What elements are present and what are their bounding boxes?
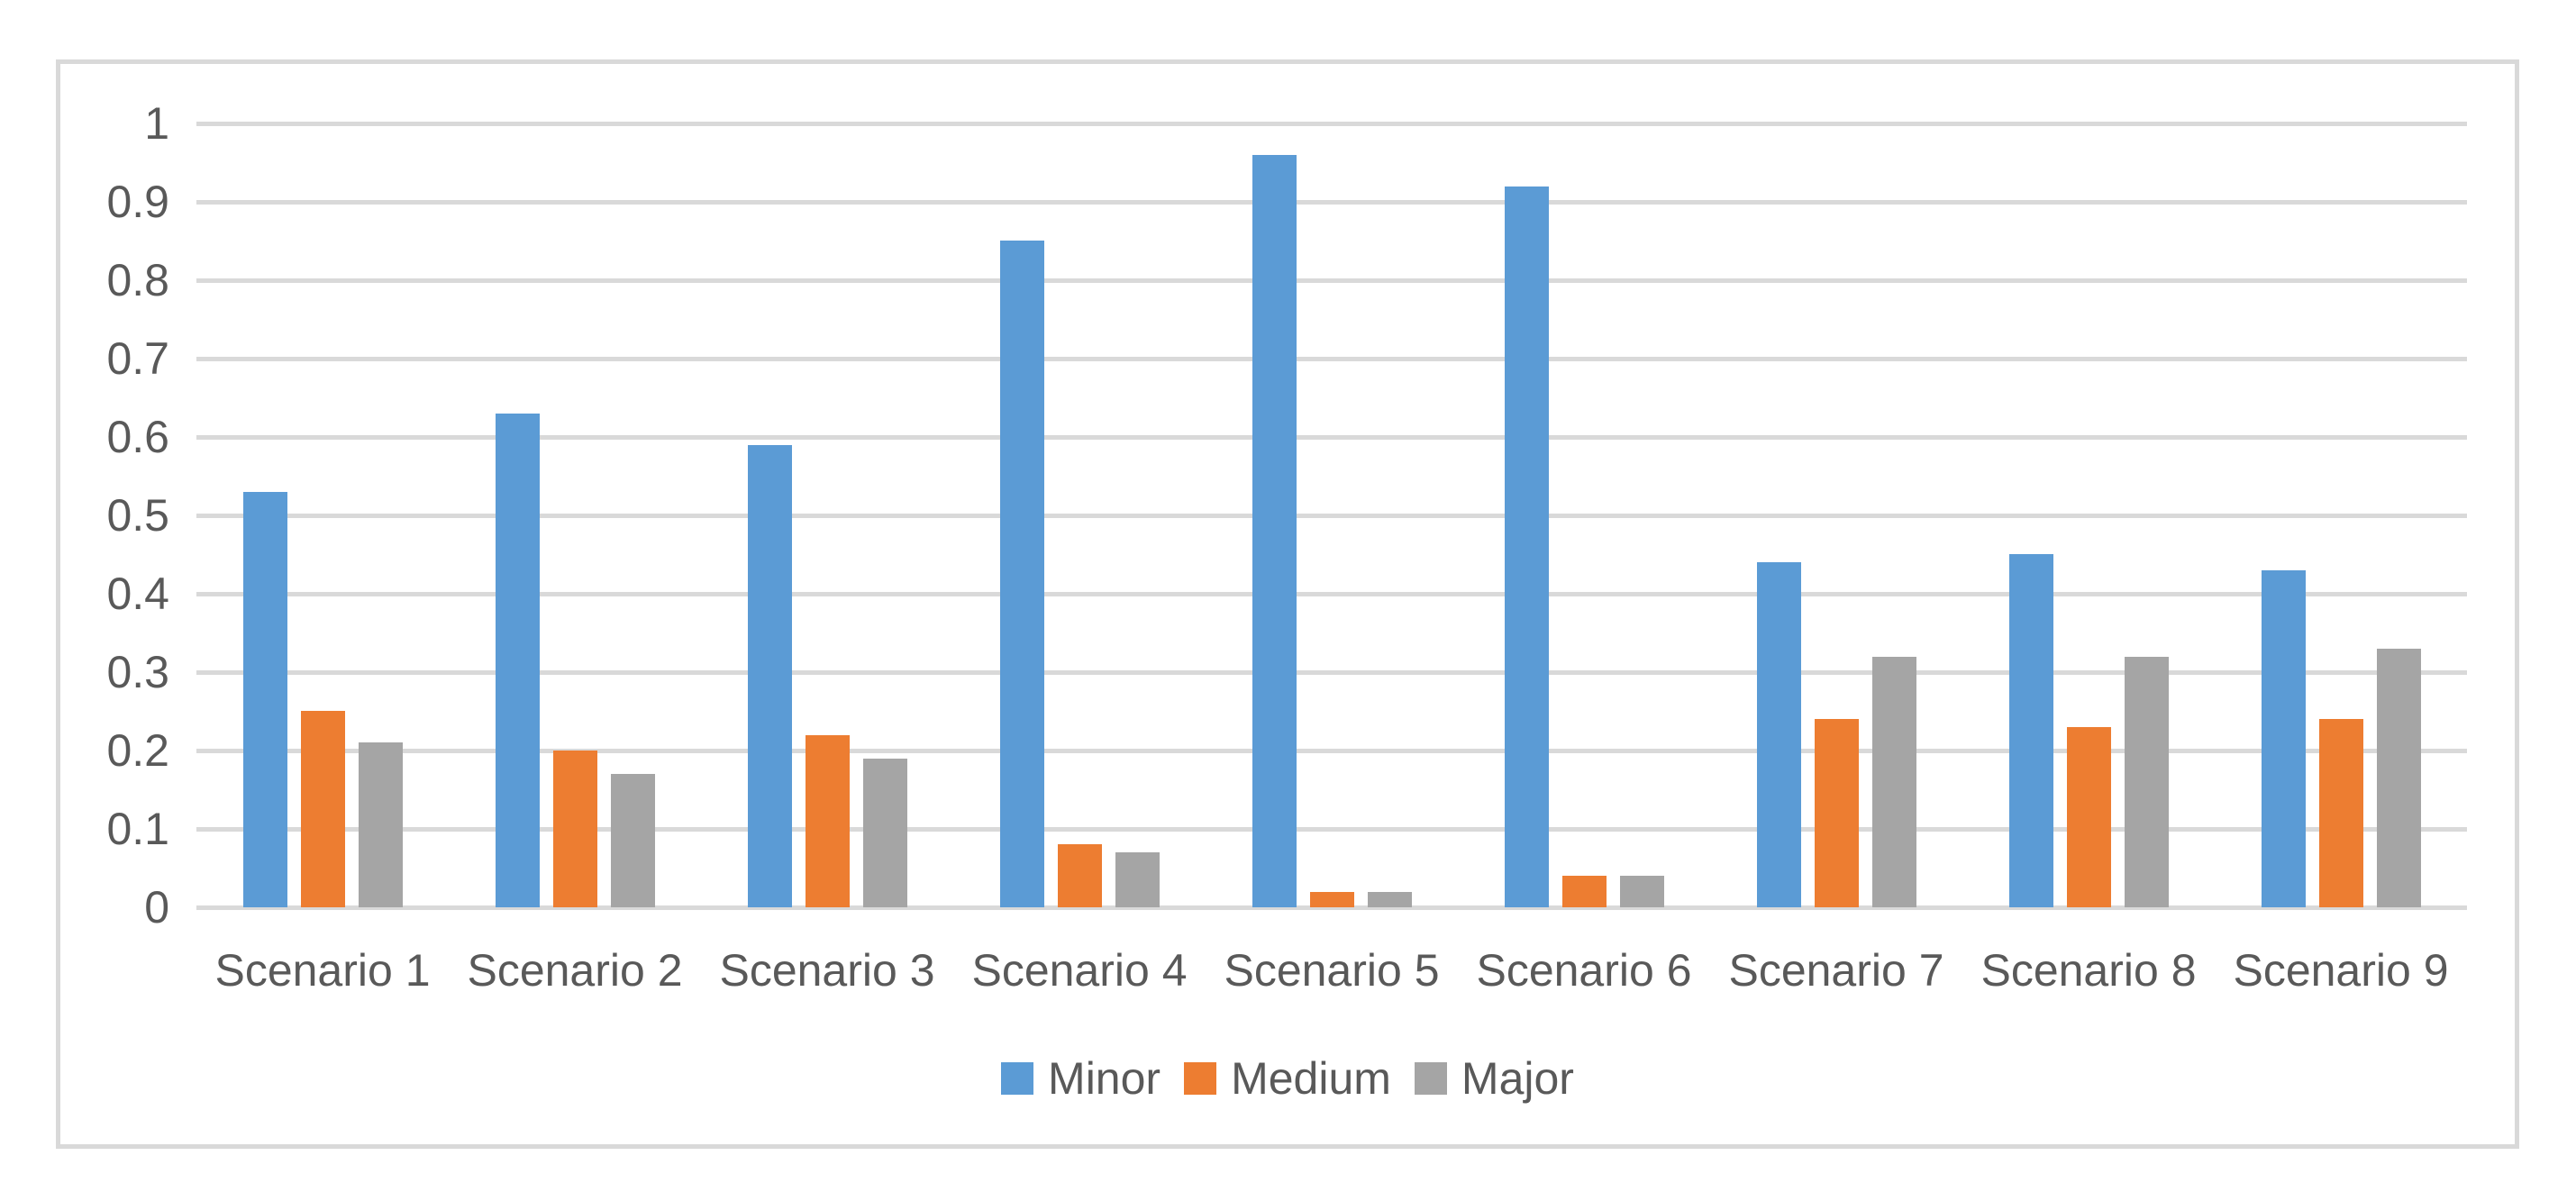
legend-label: Major [1461, 1053, 1574, 1104]
bar-major [2377, 649, 2421, 907]
x-axis-category-label: Scenario 6 [1476, 945, 1692, 996]
legend-label: Medium [1231, 1053, 1391, 1104]
bar-group [449, 123, 701, 907]
bar-medium [301, 711, 345, 907]
bar-group [953, 123, 1206, 907]
gridline [196, 826, 2467, 832]
y-axis-tick-label: 0.5 [106, 490, 169, 541]
bar-group [1206, 123, 1458, 907]
bar-group [701, 123, 953, 907]
y-axis-tick-label: 0.4 [106, 569, 169, 619]
gridline [196, 905, 2467, 910]
x-axis-category-label: Scenario 7 [1728, 945, 1944, 996]
y-axis-tick-label: 1 [144, 98, 169, 149]
bar-major [359, 742, 403, 907]
y-axis-tick-label: 0.1 [106, 804, 169, 854]
gridline [196, 356, 2467, 361]
gridline [196, 434, 2467, 440]
bar-minor [1505, 187, 1549, 907]
x-axis-category-label: Scenario 2 [467, 945, 683, 996]
x-axis-category-label: Scenario 9 [2233, 945, 2449, 996]
y-axis-labels: 0 0.1 0.2 0.3 0.4 0.5 0.6 0.7 0.8 0.9 1 [60, 64, 2515, 1144]
bar-minor [748, 445, 792, 907]
bar-group [2215, 123, 2467, 907]
bar-minor [1000, 241, 1044, 907]
bar-medium [1815, 719, 1859, 907]
legend-label: Minor [1048, 1053, 1161, 1104]
gridline [196, 199, 2467, 205]
y-axis-tick-label: 0.3 [106, 647, 169, 697]
y-axis-tick-label: 0 [144, 882, 169, 933]
legend-swatch-major [1414, 1062, 1447, 1095]
y-axis-tick-label: 0.9 [106, 177, 169, 227]
gridlines-layer [60, 64, 2515, 1144]
y-axis-tick-label: 0.7 [106, 333, 169, 384]
bar-minor [243, 492, 287, 907]
bar-group [196, 123, 449, 907]
legend-item-major: Major [1414, 1053, 1574, 1104]
bar-group [1962, 123, 2215, 907]
bar-major [2125, 657, 2169, 907]
legend-swatch-minor [1001, 1062, 1034, 1095]
bar-medium [1058, 844, 1102, 907]
bar-minor [2009, 554, 2053, 907]
bar-major [1368, 892, 1412, 907]
bar-major [1115, 852, 1160, 907]
y-axis-tick-label: 0.2 [106, 725, 169, 776]
bar-major [1872, 657, 1916, 907]
bar-medium [2319, 719, 2363, 907]
legend-item-minor: Minor [1001, 1053, 1161, 1104]
x-axis-category-label: Scenario 1 [214, 945, 431, 996]
bar-major [863, 759, 907, 907]
bar-group [1710, 123, 1962, 907]
bar-group [1458, 123, 1710, 907]
gridline [196, 748, 2467, 753]
bar-major [1620, 876, 1664, 907]
y-axis-tick-label: 0.6 [106, 412, 169, 462]
plot-area [60, 64, 2515, 1144]
bar-minor [496, 414, 540, 907]
bar-medium [553, 751, 597, 907]
gridline [196, 278, 2467, 283]
gridline [196, 513, 2467, 518]
x-axis-category-label: Scenario 5 [1224, 945, 1440, 996]
legend: Minor Medium Major [60, 1053, 2515, 1104]
y-axis-tick-label: 0.8 [106, 255, 169, 305]
legend-item-medium: Medium [1184, 1053, 1391, 1104]
bar-medium [1562, 876, 1607, 907]
x-axis-category-label: Scenario 4 [971, 945, 1188, 996]
bar-major [611, 774, 655, 907]
bar-minor [2262, 570, 2306, 907]
bar-minor [1252, 155, 1297, 907]
bar-minor [1757, 562, 1801, 907]
x-axis-labels: Scenario 1 Scenario 2 Scenario 3 Scenario 4… [60, 64, 2515, 1144]
gridline [196, 591, 2467, 596]
bar-medium [806, 735, 850, 907]
legend-swatch-medium [1184, 1062, 1217, 1095]
bar-medium [1310, 892, 1354, 907]
chart-frame: 0 0.1 0.2 0.3 0.4 0.5 0.6 0.7 0.8 0.9 1 Scenario 1… [56, 59, 2519, 1149]
gridline [196, 669, 2467, 675]
x-axis-category-label: Scenario 3 [719, 945, 935, 996]
x-axis-category-label: Scenario 8 [1980, 945, 2197, 996]
gridline [196, 121, 2467, 126]
bar-medium [2067, 727, 2111, 907]
